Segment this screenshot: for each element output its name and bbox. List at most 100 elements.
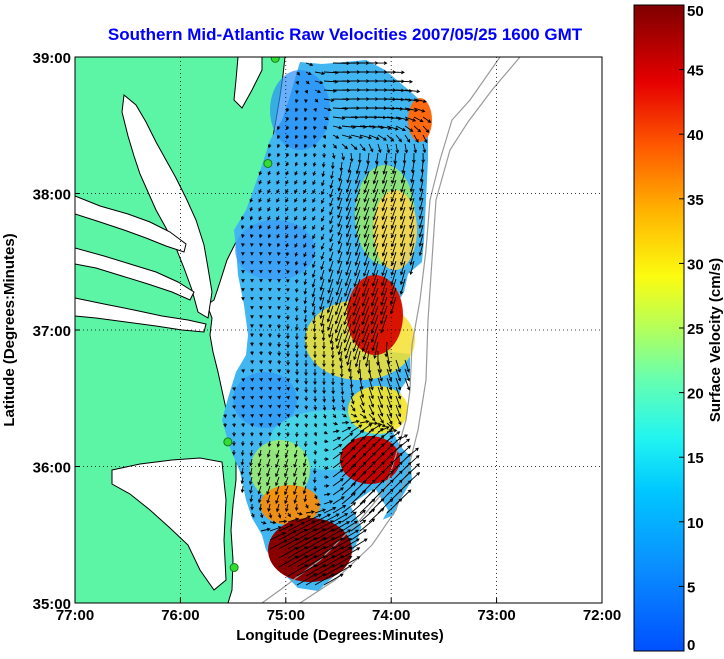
velocity-vector	[329, 215, 334, 225]
y-tick-label: 39:00	[33, 50, 71, 67]
velocity-vector	[232, 413, 236, 419]
velocity-vector	[303, 170, 307, 176]
velocity-vector	[250, 324, 254, 329]
velocity-vector	[248, 476, 253, 486]
velocity-vector	[257, 458, 262, 468]
velocity-vector	[323, 448, 329, 452]
velocity-vector	[277, 395, 281, 400]
velocity-vector	[311, 278, 316, 288]
velocity-vector	[363, 179, 370, 194]
velocity-vector	[409, 251, 415, 266]
velocity-vector	[250, 404, 254, 409]
velocity-vector	[259, 315, 263, 319]
velocity-vector	[400, 170, 406, 184]
velocity-vector	[363, 233, 370, 248]
velocity-vector	[368, 404, 375, 416]
coverage-red-south	[340, 436, 400, 484]
velocity-vector	[241, 440, 245, 447]
velocity-vector	[232, 404, 236, 410]
velocity-vector	[413, 134, 419, 144]
velocity-vector	[329, 242, 334, 252]
velocity-vector	[320, 251, 325, 260]
velocity-vector	[413, 143, 418, 154]
velocity-vector	[312, 143, 317, 149]
velocity-vector	[241, 296, 245, 301]
velocity-vector	[331, 378, 335, 386]
velocity-vector	[391, 161, 397, 175]
velocity-vector	[381, 224, 388, 239]
velocity-vector	[323, 500, 334, 505]
velocity-vector	[340, 377, 344, 387]
velocity-vector	[250, 422, 254, 428]
velocity-vector	[345, 188, 352, 203]
velocity-vector	[294, 296, 299, 303]
velocity-vector	[332, 478, 344, 487]
velocity-vector	[341, 413, 347, 418]
velocity-vector	[267, 224, 271, 230]
velocity-vector	[295, 368, 299, 376]
y-tick-label: 36:00	[33, 460, 71, 477]
velocity-vector	[368, 413, 376, 422]
velocity-vector	[400, 179, 406, 193]
velocity-vector	[390, 251, 397, 267]
velocity-vector	[277, 269, 281, 274]
radar-sites	[223, 57, 280, 573]
velocity-vector	[332, 421, 339, 426]
velocity-vector	[251, 512, 255, 518]
velocity-vector	[372, 260, 379, 277]
velocity-vector	[294, 161, 299, 167]
velocity-vector	[322, 134, 327, 140]
velocity-vector	[277, 350, 281, 357]
velocity-vector	[332, 505, 347, 514]
velocity-vector	[390, 215, 397, 230]
velocity-vector	[285, 134, 290, 140]
velocity-vector	[250, 395, 254, 400]
velocity-vector	[320, 233, 325, 241]
velocity-vector	[313, 386, 317, 394]
velocity-vector	[346, 242, 352, 256]
velocity-vector	[293, 467, 298, 478]
velocity-vector	[326, 296, 334, 314]
velocity-vector	[303, 233, 307, 239]
velocity-vector	[390, 233, 397, 248]
velocity-vector	[320, 314, 325, 327]
velocity-vector	[348, 368, 353, 381]
velocity-vector	[372, 233, 379, 248]
velocity-vector	[341, 404, 346, 412]
velocity-vector	[349, 377, 354, 389]
velocity-vector	[276, 152, 281, 158]
velocity-vector	[372, 188, 379, 203]
velocity-vector	[295, 360, 299, 367]
velocity-vector	[332, 555, 353, 568]
velocity-vector	[286, 296, 290, 302]
velocity-vector	[259, 242, 263, 248]
velocity-vector	[343, 332, 352, 352]
velocity-vector	[232, 386, 236, 392]
velocity-vector	[240, 485, 245, 494]
velocity-vector	[314, 546, 336, 559]
velocity-vector	[277, 404, 281, 409]
velocity-vector	[286, 287, 290, 293]
velocity-vector	[266, 485, 271, 496]
velocity-vector	[232, 422, 236, 428]
velocity-vector	[361, 305, 370, 326]
velocity-vector	[312, 467, 317, 475]
velocity-vector	[350, 489, 367, 505]
velocity-vector	[249, 224, 254, 230]
velocity-vector	[350, 480, 367, 496]
velocity-vector	[418, 224, 424, 238]
velocity-vector	[350, 419, 360, 424]
velocity-vector	[322, 360, 326, 368]
velocity-vector	[332, 404, 336, 412]
colorbar-tick-label: 45	[687, 63, 704, 80]
velocity-vector	[418, 215, 424, 229]
velocity-vector	[352, 314, 361, 335]
velocity-vector	[287, 529, 308, 541]
velocity-vector	[287, 537, 309, 550]
velocity-vector	[341, 529, 359, 541]
velocity-vector	[275, 476, 280, 487]
velocity-vector	[311, 269, 316, 278]
velocity-vector	[232, 449, 236, 456]
velocity-vector	[371, 269, 379, 287]
velocity-vector	[335, 278, 343, 296]
